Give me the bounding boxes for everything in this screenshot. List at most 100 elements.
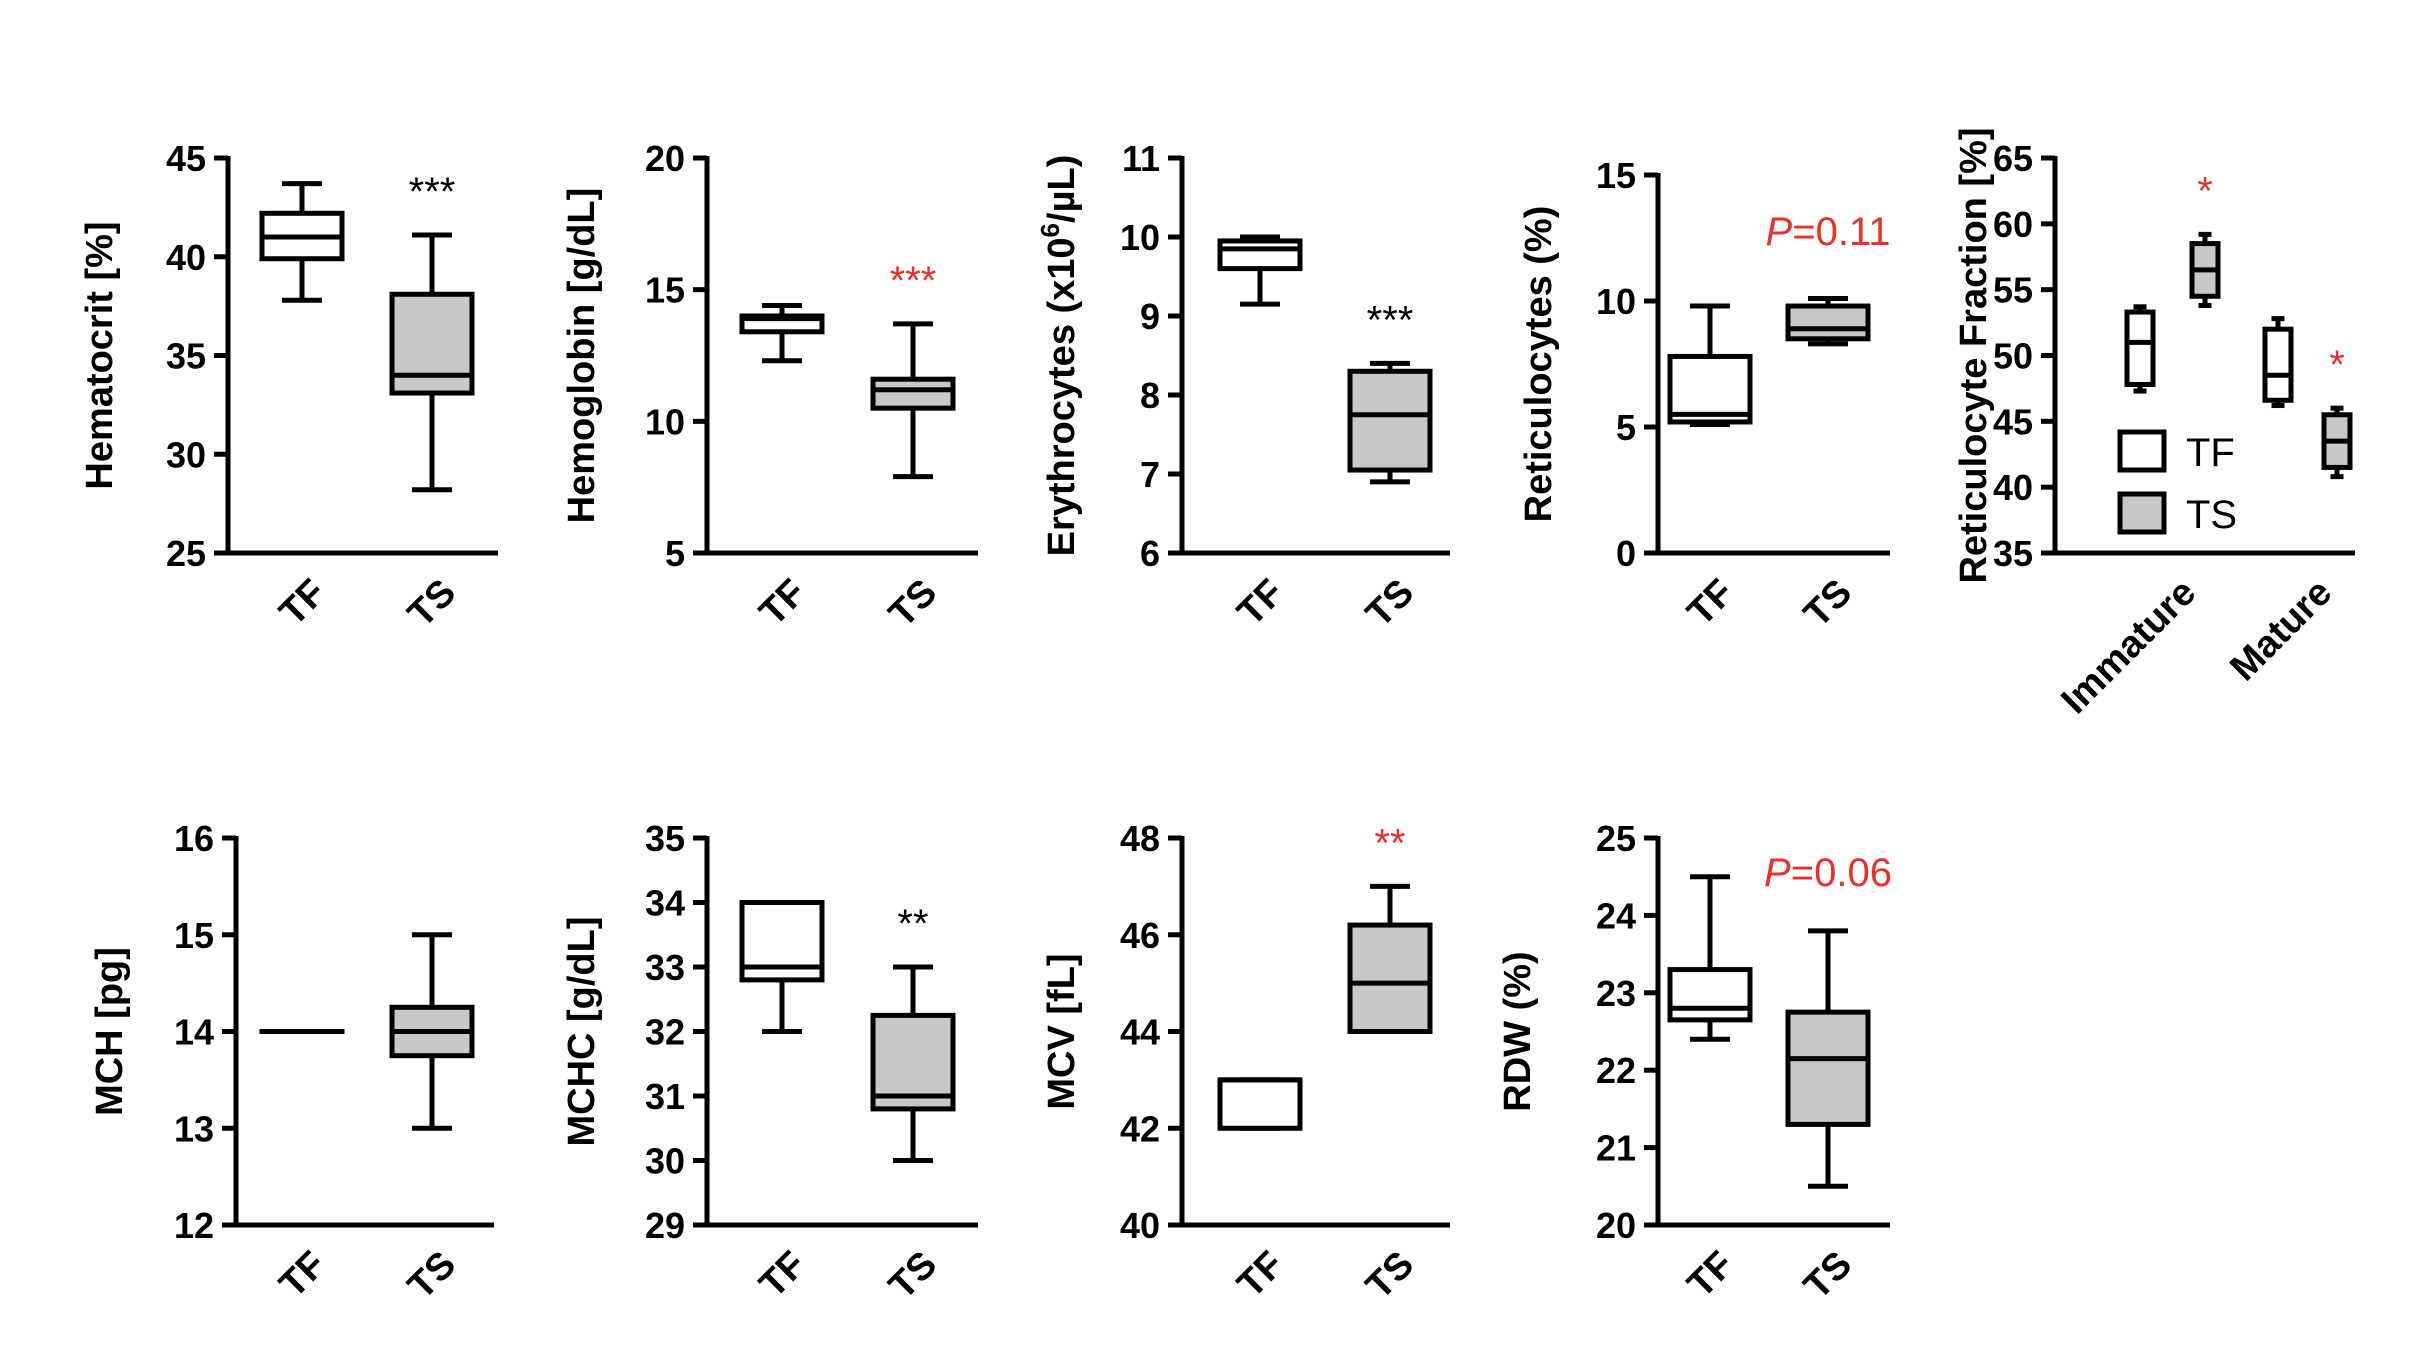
- box-ts: [389, 932, 475, 1131]
- box-iqr: [1217, 238, 1303, 272]
- y-axis-title: Hematocrit [%]: [79, 221, 121, 489]
- y-tick-label: 14: [174, 1012, 214, 1053]
- y-tick-label: 20: [645, 138, 685, 179]
- y-tick-label: 46: [1120, 915, 1160, 956]
- x-category-label: Mature: [2222, 571, 2340, 689]
- y-tick-label: 29: [645, 1205, 685, 1246]
- chart-panel-4: 0 5 10 15 Reticulocytes (%) TF TS P=0.11: [1518, 155, 1890, 636]
- legend-label-ts: TS: [2186, 493, 2237, 537]
- y-tick-label: 23: [1596, 973, 1636, 1014]
- box-iqr: [1347, 922, 1433, 1035]
- y-tick-label: 9: [1140, 296, 1160, 337]
- significance-annotation: P=0.06: [1764, 851, 1892, 895]
- y-tick-label: 5: [1616, 407, 1636, 448]
- x-category-label: TF: [1680, 1243, 1743, 1306]
- x-category-label: TS: [1796, 571, 1860, 635]
- y-tick-label: 60: [1993, 204, 2033, 245]
- x-category-label: TF: [752, 571, 815, 634]
- box-iqr: [870, 1012, 956, 1112]
- y-tick-label: 7: [1140, 454, 1160, 495]
- y-tick-label: 45: [166, 138, 206, 179]
- y-tick-label: 40: [1993, 467, 2033, 508]
- legend-swatch-ts: [2117, 491, 2167, 535]
- y-tick-label: 10: [1596, 281, 1636, 322]
- chart-panel-1: 25 30 35 40 45 Hematocrit [%] TF TS ***: [79, 138, 498, 636]
- box-iqr: [2124, 309, 2156, 387]
- x-category-label: Immature: [2054, 571, 2205, 722]
- y-tick-label: 40: [1120, 1205, 1160, 1246]
- box-ts: [389, 232, 475, 493]
- y-tick-label: 35: [1993, 533, 2033, 574]
- y-tick-label: 10: [1120, 217, 1160, 258]
- y-tick-label: 65: [1993, 138, 2033, 179]
- x-category-label: TF: [1680, 571, 1743, 634]
- box-ts: [1785, 928, 1871, 1189]
- box-iqr: [1667, 967, 1753, 1023]
- box-mature-ts: [2321, 405, 2353, 480]
- y-tick-label: 32: [645, 1012, 685, 1053]
- y-tick-label: 5: [665, 533, 685, 574]
- box-immature-ts: [2189, 231, 2221, 308]
- x-category-label: TF: [1230, 571, 1293, 634]
- y-tick-label: 50: [1993, 336, 2033, 377]
- x-category-label: TS: [1358, 1243, 1422, 1307]
- x-category-label: TF: [272, 1243, 335, 1306]
- y-tick-label: 34: [645, 883, 685, 924]
- y-tick-label: 45: [1993, 401, 2033, 442]
- y-tick-label: 40: [166, 237, 206, 278]
- box-tf: [739, 302, 825, 364]
- y-tick-label: 13: [174, 1108, 214, 1149]
- box-iqr: [1667, 353, 1753, 425]
- significance-annotation: **: [897, 902, 928, 946]
- box-iqr: [1347, 368, 1433, 473]
- chart-panel-8: 40 42 44 46 48 MCV [fL] TF TS **: [1041, 818, 1450, 1308]
- x-category-label: TS: [1358, 571, 1422, 635]
- box-immature-tf: [2124, 304, 2156, 394]
- box-tf: [1217, 1077, 1303, 1131]
- y-tick-label: 55: [1993, 270, 2033, 311]
- y-tick-label: 30: [166, 434, 206, 475]
- legend-label-tf: TF: [2186, 431, 2235, 475]
- box-iqr: [1217, 1077, 1303, 1131]
- y-tick-label: 15: [645, 270, 685, 311]
- y-tick-label: 44: [1120, 1012, 1160, 1053]
- y-axis-title: Reticulocytes (%): [1518, 206, 1560, 523]
- x-category-label: TS: [881, 1243, 945, 1307]
- y-tick-label: 35: [166, 336, 206, 377]
- y-tick-label: 10: [645, 401, 685, 442]
- box-mature-tf: [2262, 316, 2294, 409]
- y-tick-label: 22: [1596, 1050, 1636, 1091]
- chart-panel-3: 6 7 8 9 10 11 Erythrocytes (x106/µL) TF TS ***: [1035, 138, 1450, 636]
- box-tf: [259, 181, 345, 303]
- y-tick-label: 20: [1596, 1205, 1636, 1246]
- y-axis-title: RDW (%): [1497, 951, 1539, 1111]
- significance-annotation: *: [2197, 169, 2213, 213]
- x-category-label: TS: [400, 1243, 464, 1307]
- y-axis-title: Reticulocyte Fraction [%]: [1953, 127, 1995, 583]
- chart-panel-2: 5 10 15 20 Hemoglobin [g/dL] TF TS ***: [561, 138, 978, 636]
- significance-annotation: *: [2329, 343, 2345, 387]
- significance-annotation: ***: [409, 170, 456, 214]
- y-tick-label: 42: [1120, 1108, 1160, 1149]
- box-iqr: [2262, 326, 2294, 403]
- box-ts: [870, 321, 956, 480]
- y-tick-label: 15: [174, 915, 214, 956]
- box-iqr: [389, 291, 475, 396]
- legend-swatch-tf: [2117, 429, 2167, 473]
- y-tick-label: 15: [1596, 155, 1636, 196]
- x-category-label: TS: [400, 571, 464, 635]
- y-tick-label: 11: [1122, 138, 1160, 179]
- x-category-label: TF: [272, 571, 335, 634]
- chart-panel-9: 20 21 22 23 24 25 RDW (%) TF TS P=0.06: [1497, 818, 1892, 1308]
- x-category-label: TS: [1796, 1243, 1860, 1307]
- box-iqr: [1785, 1009, 1871, 1127]
- box-ts: [1347, 360, 1433, 485]
- y-tick-label: 35: [645, 818, 685, 859]
- y-tick-label: 8: [1140, 375, 1160, 416]
- y-tick-label: 0: [1616, 533, 1636, 574]
- y-tick-label: 31: [645, 1076, 685, 1117]
- y-tick-label: 30: [645, 1141, 685, 1182]
- x-category-label: TF: [1230, 1243, 1293, 1306]
